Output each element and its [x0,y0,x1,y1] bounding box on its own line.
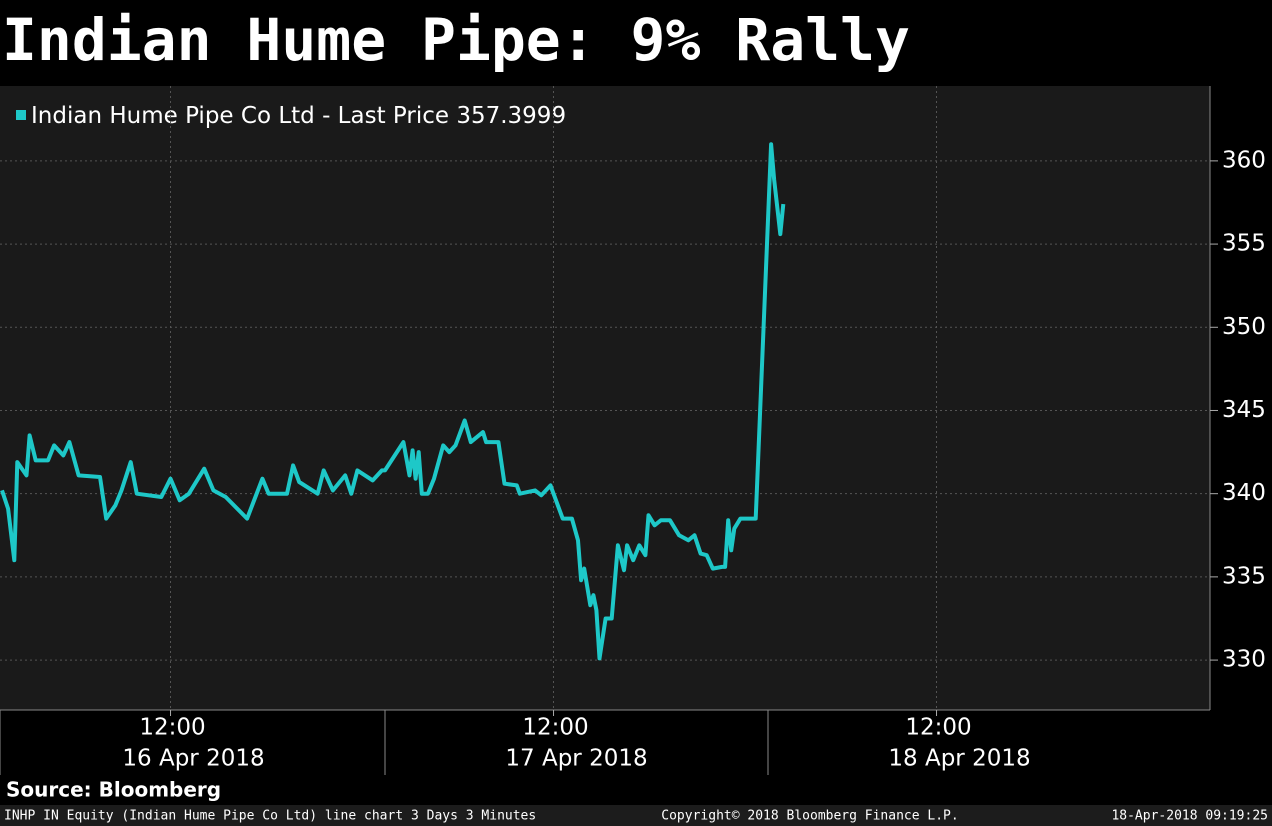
date-label: 16 Apr 2018 [122,746,264,772]
legend-label: Indian Hume Pipe Co Ltd - Last Price 357… [31,103,566,129]
date-label: 17 Apr 2018 [505,746,647,772]
y-tick-label: 345 [1222,397,1266,423]
x-tick-label: 12:00 [905,715,971,741]
last-price: 357.3999 [456,103,566,129]
legend-swatch [16,110,26,120]
footer-bar [0,805,1272,826]
price-line [0,142,786,661]
y-tick-label: 350 [1222,314,1266,340]
chart-title: Indian Hume Pipe: 9% Rally [2,6,910,74]
footer-left: INHP IN Equity (Indian Hume Pipe Co Ltd)… [4,809,536,824]
x-tick-label: 12:00 [139,715,205,741]
footer-right: 18-Apr-2018 09:19:25 [1111,809,1268,824]
y-tick-label: 330 [1222,647,1266,673]
source: Source: Bloomberg [6,778,221,802]
y-tick-label: 360 [1222,147,1266,173]
y-tick-label: 335 [1222,563,1266,589]
y-tick-label: 340 [1222,480,1266,506]
plot-area [0,86,1210,710]
x-tick-label: 12:00 [522,715,588,741]
y-tick-label: 355 [1222,231,1266,257]
date-label: 18 Apr 2018 [888,746,1030,772]
footer-center: Copyright© 2018 Bloomberg Finance L.P. [661,809,958,824]
legend-name: Indian Hume Pipe Co Ltd - Last Price [31,103,449,129]
